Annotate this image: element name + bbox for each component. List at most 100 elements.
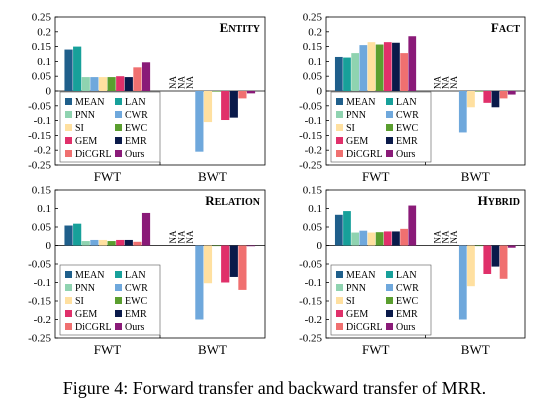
legend-label-dicgrl: DiCGRL [346, 322, 383, 333]
legend-label-gem: GEM [75, 136, 97, 147]
bar-si-bwt [467, 245, 475, 287]
legend-label-si: SI [346, 123, 355, 134]
bar-emr-bwt [491, 91, 500, 108]
bar-emr-fwt [392, 42, 400, 91]
legend-swatch-dicgrl [65, 323, 72, 330]
bar-pnn-fwt [81, 241, 90, 246]
bar-lan-fwt [73, 46, 82, 91]
y-tick-label: -0.1 [305, 115, 322, 127]
y-tick-label: -0.1 [305, 277, 322, 289]
x-category-label: BWT [461, 342, 490, 357]
y-tick-label: 0.1 [308, 203, 322, 215]
na-label: NA [441, 76, 451, 89]
legend-label-gem: GEM [346, 309, 368, 320]
legend-swatch-emr [115, 310, 122, 317]
na-label: NA [449, 230, 459, 243]
x-category-label: BWT [461, 169, 490, 184]
legend-label-ours: Ours [125, 149, 145, 160]
y-tick-label: 0.2 [308, 26, 322, 38]
legend-swatch-lan [115, 271, 122, 278]
bar-ewc-fwt [107, 77, 116, 91]
y-tick-label: -0.05 [28, 259, 51, 271]
legend-label-dicgrl: DiCGRL [346, 149, 383, 160]
y-tick-label: -0.25 [28, 160, 51, 172]
legend-swatch-dicgrl [336, 150, 343, 157]
x-category-label: FWT [362, 169, 390, 184]
legend-label-lan: LAN [396, 270, 417, 281]
bar-si-bwt [203, 245, 213, 284]
y-tick-label: -0.2 [305, 145, 322, 157]
legend-label-ours: Ours [125, 322, 145, 333]
y-tick-label: 0.15 [303, 41, 323, 53]
legend: MEAN LAN PNN CWR SI EWC GEM EMR DiCGRL Ours [330, 91, 432, 163]
y-tick-label: -0.1 [34, 277, 51, 289]
bar-ours-bwt [507, 91, 516, 95]
legend-swatch-ewc [115, 124, 122, 131]
legend-swatch-pnn [336, 111, 343, 118]
bar-ours-fwt [408, 205, 417, 246]
figure-caption: Figure 4: Forward transfer and backward … [62, 378, 487, 398]
legend-swatch-ewc [115, 297, 122, 304]
bar-dicgrl-fwt [133, 241, 142, 246]
legend-label-pnn: PNN [346, 283, 366, 294]
legend-box [59, 91, 161, 163]
bar-ewc-fwt [107, 241, 116, 246]
legend-swatch-si [336, 124, 343, 131]
legend-label-mean: MEAN [75, 97, 104, 108]
legend-label-cwr: CWR [125, 110, 148, 121]
legend-label-pnn: PNN [75, 110, 95, 121]
legend-swatch-si [65, 124, 72, 131]
bar-ours-bwt [246, 245, 256, 247]
x-category-label: BWT [198, 169, 227, 184]
legend-swatch-si [336, 297, 343, 304]
legend-label-si: SI [75, 296, 84, 307]
legend-label-mean: MEAN [346, 270, 375, 281]
chart-fact: 0.25 0.2 0.15 0.1 0.05 0 -0.05 -0.1 -0.15 -0.2 -0.… [299, 12, 526, 184]
legend-swatch-ours [386, 323, 393, 330]
legend-label-dicgrl: DiCGRL [75, 149, 112, 160]
chart-hybrid: 0.15 0.1 0.05 0 -0.05 -0.1 -0.15 -0.2 -0.25 FWT NA… [299, 185, 526, 357]
legend-swatch-pnn [65, 284, 72, 291]
y-tick-label: 0.05 [303, 71, 323, 83]
legend-label-ewc: EWC [396, 123, 419, 134]
legend-swatch-mean [336, 271, 343, 278]
legend-box [59, 264, 161, 336]
y-tick-label: 0.15 [32, 185, 52, 197]
legend-swatch-pnn [336, 284, 343, 291]
bar-ewc-bwt [212, 245, 221, 247]
bar-si-fwt [98, 77, 108, 91]
bar-cwr-bwt [195, 245, 204, 320]
y-tick-label: -0.15 [28, 130, 51, 142]
x-category-label: FWT [362, 342, 390, 357]
na-label: NA [168, 230, 178, 243]
bar-dicgrl-fwt [133, 67, 142, 91]
bar-cwr-fwt [359, 230, 368, 246]
bar-gem-fwt [383, 231, 392, 246]
legend-swatch-gem [336, 137, 343, 144]
bar-dicgrl-bwt [499, 245, 508, 279]
bar-cwr-bwt [195, 91, 204, 152]
na-label: NA [433, 230, 443, 243]
chart-title: RELATION [205, 193, 261, 208]
bar-pnn-fwt [351, 232, 360, 246]
bar-ours-fwt [141, 62, 151, 91]
bar-dicgrl-bwt [238, 91, 247, 99]
y-tick-label: 0.25 [32, 12, 52, 24]
legend-label-si: SI [346, 296, 355, 307]
legend-label-cwr: CWR [125, 283, 148, 294]
y-tick-label: -0.05 [28, 100, 51, 112]
bar-ewc-bwt [475, 245, 484, 247]
legend-swatch-cwr [386, 284, 393, 291]
legend-swatch-mean [65, 271, 72, 278]
y-tick-label: 0.05 [32, 222, 52, 234]
bar-emr-fwt [124, 77, 133, 91]
na-label: NA [433, 76, 443, 89]
na-label: NA [168, 76, 178, 89]
legend-swatch-ewc [386, 297, 393, 304]
na-label: NA [177, 230, 187, 243]
bar-lan-fwt [343, 211, 351, 246]
legend-label-lan: LAN [125, 97, 146, 108]
y-tick-label: -0.05 [299, 100, 322, 112]
y-tick-label: -0.15 [28, 296, 51, 308]
